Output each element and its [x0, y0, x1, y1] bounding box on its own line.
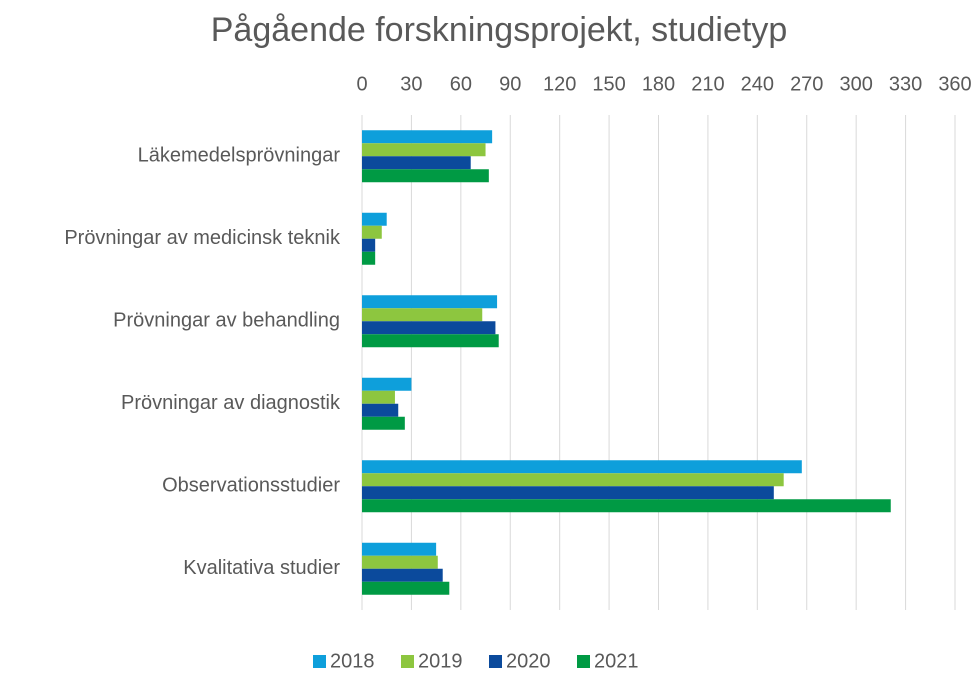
bar	[362, 130, 493, 144]
x-tick-label: 360	[938, 73, 971, 95]
y-tick-label: Läkemedelsprövningar	[138, 145, 341, 167]
bar	[362, 499, 891, 513]
chart-title: Pågående forskningsprojekt, studietyp	[211, 11, 787, 49]
bar	[362, 212, 387, 226]
bar	[362, 473, 784, 487]
bar	[362, 251, 376, 265]
bar	[362, 390, 395, 404]
y-tick-label: Prövningar av behandling	[113, 310, 340, 332]
x-tick-label: 330	[889, 73, 922, 95]
bar	[362, 486, 774, 500]
y-tick-label: Observationsstudier	[162, 475, 340, 497]
bar	[362, 581, 450, 595]
bar	[362, 377, 412, 391]
legend-label: 2018	[330, 650, 375, 672]
legend-swatch	[489, 655, 502, 668]
legend-swatch	[577, 655, 590, 668]
bar	[362, 295, 498, 309]
bar	[362, 156, 471, 170]
x-tick-label: 150	[592, 73, 625, 95]
x-tick-label: 300	[839, 73, 872, 95]
legend-swatch	[401, 655, 414, 668]
bar	[362, 143, 486, 157]
bar	[362, 321, 496, 335]
legend-label: 2021	[594, 650, 639, 672]
x-tick-label: 30	[400, 73, 422, 95]
x-tick-label: 180	[642, 73, 675, 95]
x-tick-label: 0	[356, 73, 367, 95]
bar	[362, 542, 437, 556]
y-tick-label: Prövningar av medicinsk teknik	[64, 227, 341, 249]
x-tick-label: 240	[741, 73, 774, 95]
bar	[362, 225, 382, 239]
legend-swatch	[313, 655, 326, 668]
bar	[362, 403, 399, 417]
x-tick-label: 210	[691, 73, 724, 95]
x-tick-label: 120	[543, 73, 576, 95]
y-tick-label: Kvalitativa studier	[183, 557, 340, 579]
x-tick-label: 60	[450, 73, 472, 95]
bar	[362, 460, 802, 474]
bar	[362, 416, 405, 430]
bar	[362, 568, 443, 582]
bar	[362, 555, 438, 569]
x-tick-label: 90	[499, 73, 521, 95]
bar	[362, 238, 376, 252]
legend-label: 2020	[506, 650, 551, 672]
bar	[362, 308, 483, 322]
y-tick-label: Prövningar av diagnostik	[121, 392, 341, 414]
bar	[362, 334, 499, 348]
bar	[362, 169, 489, 183]
x-tick-label: 270	[790, 73, 823, 95]
legend-label: 2019	[418, 650, 463, 672]
